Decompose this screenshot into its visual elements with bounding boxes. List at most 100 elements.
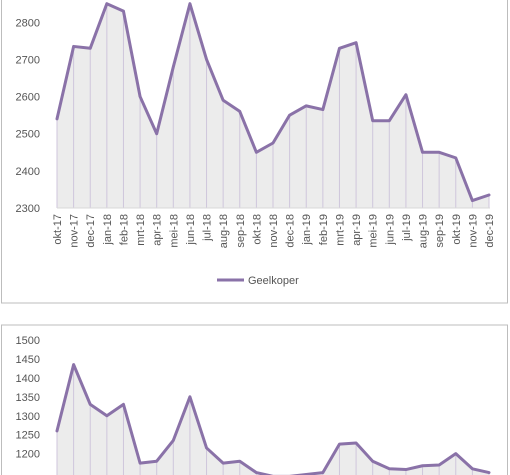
data-point (471, 199, 474, 202)
x-tick-label: aug-18 (218, 214, 230, 248)
data-point (172, 65, 175, 69)
data-point (72, 363, 75, 366)
x-tick-label: sep-18 (235, 214, 247, 248)
x-tick-label: jul-19 (401, 214, 413, 242)
top-x-axis: okt-17 nov-17 dec-17 jan-18 feb-18 mrt-18 apr-… (52, 214, 496, 248)
data-point (487, 193, 491, 197)
data-point (371, 460, 374, 463)
area-fill (57, 3, 489, 209)
y-tick-label: 1500 (16, 335, 40, 347)
data-point (404, 468, 408, 471)
data-point (155, 460, 158, 463)
data-point (454, 156, 457, 160)
data-point (205, 446, 208, 450)
x-tick-label: apr-19 (351, 214, 363, 246)
legend-label-geelkoper: Geelkoper (248, 275, 299, 287)
x-tick-label: jun-18 (185, 214, 197, 246)
data-point (371, 119, 374, 122)
data-point (89, 47, 92, 50)
x-tick-label: dec-17 (85, 214, 97, 248)
data-point (238, 460, 241, 463)
x-tick-label: mei-19 (368, 214, 380, 248)
data-point (138, 461, 142, 465)
chart-bottom: 1200 1250 1300 1350 1400 1450 1500 (1, 324, 508, 475)
data-point (437, 463, 441, 467)
data-point (454, 452, 457, 455)
data-point (487, 471, 491, 474)
y-tick-label: 1200 (16, 449, 40, 461)
x-tick-label: nov-19 (467, 214, 479, 248)
data-point (354, 41, 358, 44)
x-tick-label: jan-19 (301, 214, 313, 246)
y-tick-label: 1300 (16, 411, 40, 423)
data-point (288, 113, 291, 117)
y-tick-label: 2800 (16, 17, 40, 29)
x-tick-label: apr-18 (152, 214, 164, 246)
x-tick-label: okt-18 (251, 214, 263, 245)
data-point (155, 132, 158, 135)
x-tick-label: sep-19 (434, 214, 446, 248)
y-tick-label: 1250 (16, 430, 40, 442)
bottom-y-axis: 1200 1250 1300 1350 1400 1450 1500 (16, 335, 40, 461)
data-point (421, 151, 424, 154)
y-tick-label: 1450 (16, 354, 40, 366)
data-point (255, 471, 258, 474)
data-point (338, 47, 341, 50)
data-point (471, 467, 474, 470)
data-point (338, 442, 341, 446)
data-point (105, 414, 109, 417)
data-point (437, 151, 441, 154)
area-fill (57, 364, 489, 475)
y-tick-label: 1400 (16, 373, 40, 385)
x-tick-label: okt-19 (451, 214, 463, 245)
x-tick-label: aug-19 (418, 214, 430, 248)
data-point (205, 58, 208, 61)
top-series-layer (55, 2, 491, 203)
data-point (388, 119, 391, 122)
x-tick-label: mei-18 (168, 214, 180, 248)
y-tick-label: 2700 (16, 54, 40, 66)
x-tick-label: dec-18 (285, 214, 297, 248)
x-tick-label: dec-19 (484, 214, 496, 248)
x-tick-label: jun-19 (384, 214, 396, 246)
data-point (221, 99, 225, 102)
y-tick-label: 2300 (16, 203, 40, 215)
x-tick-label: nov-18 (268, 214, 280, 248)
data-point (55, 117, 59, 121)
x-tick-label: mrt-19 (334, 214, 346, 246)
x-tick-label: okt-17 (52, 214, 64, 245)
data-point (55, 429, 59, 433)
series-line-bottom (55, 363, 491, 475)
chart-top: 2300 2400 2500 2600 2700 2800 okt-17 nov-17 dec… (1, 0, 508, 304)
data-point (305, 104, 308, 108)
data-point (72, 45, 75, 48)
data-point (188, 395, 192, 399)
data-point (188, 2, 192, 5)
data-point (354, 441, 358, 445)
x-tick-label: jan-18 (102, 214, 114, 246)
top-y-axis: 2300 2400 2500 2600 2700 2800 (16, 17, 40, 215)
data-point (122, 9, 125, 13)
data-point (122, 403, 125, 406)
data-point (172, 439, 175, 442)
y-tick-label: 2400 (16, 166, 40, 178)
data-point (321, 471, 325, 474)
data-point (105, 2, 109, 5)
x-tick-label: nov-17 (69, 214, 81, 248)
bottom-area-layer (57, 364, 489, 475)
data-point (321, 108, 325, 111)
y-tick-label: 2600 (16, 92, 40, 104)
data-point (89, 403, 92, 406)
data-point (138, 95, 142, 98)
data-point (271, 141, 275, 145)
data-point (421, 464, 424, 467)
y-tick-label: 2500 (16, 129, 40, 141)
top-area-layer (57, 3, 489, 209)
y-tick-label: 1350 (16, 392, 40, 404)
x-tick-label: mrt-18 (135, 214, 147, 246)
data-point (238, 110, 241, 113)
data-point (388, 467, 391, 470)
data-point (404, 93, 408, 96)
x-tick-label: feb-19 (318, 214, 330, 245)
